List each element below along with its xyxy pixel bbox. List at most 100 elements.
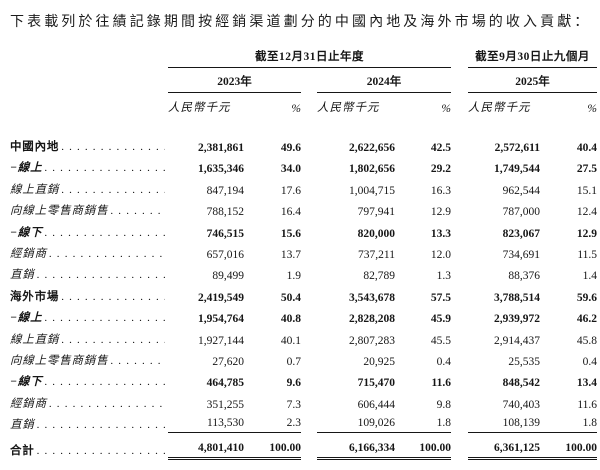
amount-2023: 847,194 (206, 184, 244, 197)
amount-2025: 88,376 (508, 270, 541, 283)
row-label: −線上 (10, 312, 43, 325)
amount-2025: 3,788,514 (494, 291, 541, 304)
amount-2023: 464,785 (206, 377, 244, 390)
row-label-cell: −線上 (10, 304, 168, 325)
header-gap (451, 68, 468, 93)
column-gap (451, 282, 468, 303)
column-gap (301, 197, 317, 218)
period-header-annual: 截至12月31日止年度 (168, 48, 452, 68)
amount-2024: 715,470 (357, 377, 395, 390)
amount-2025: 2,939,972 (494, 313, 541, 326)
column-gap (301, 368, 317, 389)
dotted-leader (37, 269, 165, 281)
amount-2023: 657,016 (206, 248, 244, 261)
row-label: 經銷商 (10, 397, 47, 410)
row-label: 直銷 (10, 419, 35, 432)
unit-header-2023: 人民幣千元 (168, 102, 231, 114)
unit-header-row: 人民幣千元 % 人民幣千元 % 人民幣千元 % (10, 93, 597, 118)
column-gap (301, 432, 317, 458)
column-gap (451, 197, 468, 218)
percent-2025: 15.1 (576, 184, 598, 197)
percent-2023: 40.8 (280, 313, 301, 326)
row-label: 直銷 (10, 269, 35, 282)
amount-2023: 1,635,346 (198, 163, 244, 176)
percent-2023: 7.3 (286, 398, 301, 411)
percent-2023: 40.1 (280, 334, 301, 347)
header-spacer (10, 68, 168, 93)
percent-2023: 50.4 (280, 291, 301, 304)
dotted-leader (37, 445, 165, 457)
column-gap (451, 368, 468, 389)
percent-2023: 16.4 (280, 206, 301, 219)
amount-2025: 823,067 (502, 227, 541, 240)
table-row: 直銷 89,499 1.9 82,789 1.3 88,376 1.4 (10, 261, 597, 282)
percent-2023: 13.7 (280, 248, 301, 261)
percent-2023: 49.6 (280, 142, 301, 154)
amount-2023: 2,419,549 (198, 291, 244, 304)
column-gap (301, 218, 317, 239)
amount-2025: 787,000 (502, 206, 541, 219)
amount-2023: 351,255 (206, 398, 244, 411)
percent-2023: 17.6 (280, 184, 301, 197)
column-gap (301, 154, 317, 175)
row-label: −線下 (10, 376, 43, 389)
column-gap (301, 389, 317, 410)
row-label: 線上直銷 (10, 183, 60, 196)
unit-header-2025: 人民幣千元 (468, 102, 531, 114)
percent-2025: 12.9 (576, 227, 598, 240)
percent-2023: 15.6 (280, 227, 301, 240)
amount-2025: 25,535 (508, 355, 541, 368)
column-gap (301, 175, 317, 196)
amount-2025: 108,139 (468, 410, 541, 433)
row-label-cell: 向線上零售商銷售 (10, 197, 168, 218)
amount-2024: 82,789 (363, 270, 395, 283)
dotted-leader (110, 205, 165, 217)
row-label: 向線上零售商銷售 (10, 205, 109, 218)
amount-2024: 109,026 (317, 410, 395, 433)
column-gap (451, 304, 468, 325)
percent-2025: 45.8 (576, 334, 598, 347)
amount-2023: 89,499 (212, 270, 244, 283)
percent-2024: 42.5 (430, 142, 452, 154)
row-label: 向線上零售商銷售 (10, 354, 109, 367)
table-row: −線上 1,635,346 34.0 1,802,656 29.2 1,749,… (10, 154, 597, 175)
percent-2023: 100.00 (244, 432, 301, 460)
column-gap (451, 261, 468, 282)
table-row: 直銷 113,530 2.3 109,026 1.8 108,139 1.8 (10, 410, 598, 433)
percent-2024: 57.5 (430, 291, 452, 304)
percent-2023: 1.9 (286, 270, 301, 283)
column-gap (301, 240, 317, 261)
column-gap (451, 411, 468, 432)
row-label-cell: 經銷商 (10, 240, 168, 261)
table-row: 線上直銷 847,194 17.6 1,004,715 16.3 962,544… (10, 175, 598, 197)
column-gap (301, 325, 317, 346)
amount-2023: 1,927,144 (198, 334, 244, 347)
dotted-leader (44, 312, 165, 324)
percent-2025: 46.2 (576, 313, 598, 326)
table-row: 線上直銷 1,927,144 40.1 2,807,283 45.5 2,914… (10, 325, 598, 347)
percent-2025: 11.5 (577, 248, 598, 261)
column-gap (451, 218, 468, 239)
percent-2024: 9.8 (436, 398, 452, 411)
row-label-cell: −線下 (10, 218, 168, 239)
percent-2024: 45.5 (430, 334, 452, 347)
amount-2023: 788,152 (206, 206, 244, 219)
amount-2024: 2,807,283 (349, 334, 395, 347)
amount-2024: 797,941 (357, 206, 395, 219)
row-label-cell: 直銷 (10, 261, 168, 282)
percent-2025: 1.4 (582, 270, 598, 283)
row-label-cell: 線上直銷 (10, 175, 168, 196)
amount-2024: 6,166,334 (317, 432, 395, 460)
amount-2023: 1,954,764 (198, 313, 244, 326)
percent-2024: 13.3 (430, 227, 452, 240)
percent-2025: 100.00 (540, 432, 598, 460)
column-gap (451, 432, 468, 458)
column-gap (301, 117, 317, 154)
percent-header-2023: % (291, 103, 301, 115)
amount-2023: 746,515 (206, 227, 244, 240)
amount-2023: 4,801,410 (168, 432, 244, 460)
table-row: −線上 1,954,764 40.8 2,828,208 45.9 2,939,… (10, 304, 597, 325)
percent-2024: 1.8 (395, 410, 452, 433)
row-label: 經銷商 (10, 247, 47, 260)
row-label-cell: 線上直銷 (10, 325, 168, 346)
